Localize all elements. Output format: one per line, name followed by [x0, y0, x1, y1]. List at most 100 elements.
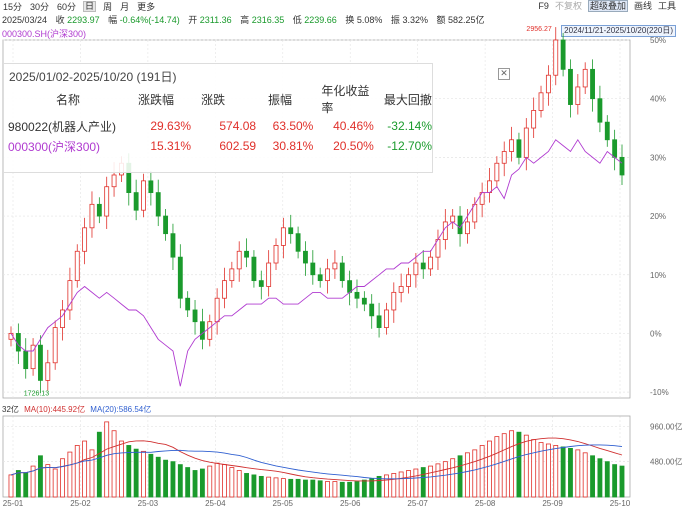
y-tick-label: 30%: [650, 153, 666, 162]
x-tick-label: 25-07: [407, 499, 428, 508]
volume-bar: [295, 478, 301, 498]
range-label[interactable]: 2024/11/21-2025/10/20(220日): [561, 25, 676, 37]
y-tick-label: 10%: [650, 271, 666, 280]
candle-body: [325, 268, 330, 282]
x-tick-label: 25-02: [70, 499, 91, 508]
candle-body: [531, 110, 537, 129]
candle-body: [303, 250, 308, 264]
candle-body: [222, 280, 227, 299]
candle-body: [177, 256, 183, 299]
ma10-line: [10, 437, 623, 482]
volume-bar: [347, 481, 353, 498]
volume-bar: [354, 481, 360, 498]
row-name: 000300(沪深300): [8, 139, 101, 154]
candle-body: [604, 121, 610, 141]
volume-bar: [612, 464, 618, 498]
right-toolbar: F9 不复权 超级叠加 画线 工具: [538, 0, 676, 12]
volume-bar: [413, 468, 419, 498]
close-icon[interactable]: ✕: [498, 68, 510, 80]
volume-bar: [104, 421, 110, 498]
candle-body: [384, 309, 389, 328]
volume-bar: [96, 431, 102, 498]
compare-series-label[interactable]: 000300.SH(沪深300): [2, 29, 87, 39]
volume-bar: [38, 455, 43, 498]
timeframe-week[interactable]: 周: [103, 1, 113, 12]
row-chg: 602.59: [219, 139, 257, 153]
candle-body: [354, 291, 360, 299]
candle-body: [420, 262, 426, 270]
row-amp: 30.81%: [272, 139, 314, 153]
volume-bar: [553, 445, 559, 498]
y-tick-label: 50%: [650, 36, 666, 45]
row-annual: 40.46%: [333, 119, 374, 133]
candle-body: [575, 86, 581, 105]
candle-body: [185, 297, 191, 311]
volume-bar: [185, 467, 191, 498]
candle-body: [30, 344, 36, 370]
candle-body: [545, 74, 551, 94]
volume-bar: [398, 471, 404, 498]
tools-button[interactable]: 工具: [657, 1, 676, 11]
candle-body: [450, 215, 456, 223]
volume-bar: [435, 463, 441, 498]
candle-body: [155, 192, 161, 217]
candle-body: [273, 245, 279, 264]
candle-body: [148, 180, 154, 193]
timeframe-30m[interactable]: 30分: [30, 1, 50, 12]
draw-line-button[interactable]: 画线: [633, 1, 652, 11]
col-chg-pct: 涨跌幅: [137, 92, 174, 107]
candle-body: [361, 297, 367, 305]
quote-turnover: 5.08%: [356, 15, 383, 25]
candle-body: [398, 286, 404, 293]
timeframe-month[interactable]: 月: [120, 1, 130, 12]
volume-bar: [361, 479, 367, 498]
super-overlay-button[interactable]: 超级叠加: [587, 0, 628, 12]
y-tick-label: 0%: [650, 329, 662, 338]
volume-bar: [597, 458, 603, 498]
candle-body: [104, 186, 110, 217]
volume-bar: [280, 478, 286, 498]
volume-bar: [23, 472, 29, 498]
volume-bar: [155, 456, 161, 498]
timeframe-60m[interactable]: 60分: [57, 1, 77, 12]
volume-bar: [538, 442, 544, 498]
ma10-value: 445.92亿: [52, 405, 86, 414]
candle-body: [494, 162, 500, 182]
volume-bar: [236, 470, 242, 498]
candle-body: [60, 309, 65, 328]
row-mdd: -12.70%: [387, 139, 432, 153]
candle-body: [568, 68, 573, 105]
volume-bar: [199, 468, 205, 498]
volume-bar: [384, 474, 389, 498]
candle-body: [258, 280, 264, 287]
timeframe-day[interactable]: 日: [83, 0, 97, 12]
volume-bar: [479, 445, 485, 498]
candle-body: [612, 139, 618, 158]
candle-body: [295, 233, 301, 252]
volume-bar: [207, 465, 213, 498]
volume-bar: [494, 436, 500, 498]
col-chg: 涨跌: [201, 92, 226, 107]
candle-body: [52, 327, 58, 364]
candle-body: [96, 203, 102, 217]
quote-open: 2311.36: [199, 15, 232, 25]
volume-bar: [531, 439, 537, 498]
no-adjust-button[interactable]: 不复权: [554, 1, 582, 11]
volume-bar: [310, 479, 316, 498]
candle-body: [170, 233, 176, 258]
volume-bar: [369, 478, 375, 498]
y-tick-label: 40%: [650, 95, 666, 104]
quote-amount: 582.25亿: [448, 15, 485, 25]
volume-bar: [391, 473, 397, 498]
f9-button[interactable]: F9: [538, 1, 549, 11]
candle-body: [67, 280, 73, 311]
volume-bar: [523, 434, 529, 498]
candle-body: [111, 174, 117, 188]
timeframe-15m[interactable]: 15分: [3, 1, 23, 12]
volume-bar: [457, 455, 463, 498]
candle-body: [391, 291, 397, 311]
ma20-value: 586.54亿: [118, 405, 152, 414]
volume-bar: [428, 465, 434, 498]
timeframe-more[interactable]: 更多: [137, 1, 156, 12]
